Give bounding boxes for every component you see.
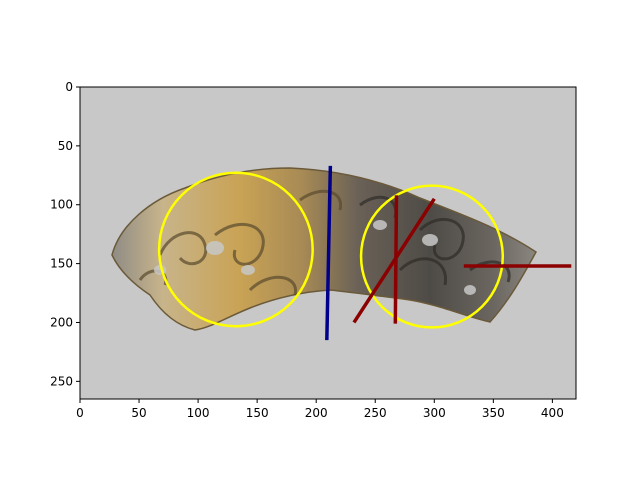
y-tick-label: 100 bbox=[50, 198, 73, 212]
x-tick-label: 350 bbox=[482, 406, 505, 420]
x-axis-ticks: 0 50 100 150 200 250 300 350 400 bbox=[76, 399, 564, 420]
y-axis-ticks: 0 50 100 150 200 250 bbox=[50, 80, 80, 388]
x-tick-label: 50 bbox=[131, 406, 146, 420]
x-tick-label: 400 bbox=[541, 406, 564, 420]
left-circle bbox=[157, 171, 314, 328]
x-tick-label: 100 bbox=[187, 406, 210, 420]
y-tick-label: 150 bbox=[50, 257, 73, 271]
right-circle bbox=[359, 184, 505, 329]
y-tick-label: 250 bbox=[50, 374, 73, 388]
red-diagonal-line bbox=[352, 197, 436, 324]
plot-area bbox=[80, 87, 576, 399]
y-tick-label: 0 bbox=[65, 80, 73, 94]
axes-frame bbox=[79, 86, 577, 400]
annotation-overlay bbox=[157, 165, 572, 341]
y-tick-label: 200 bbox=[50, 315, 73, 329]
x-tick-label: 250 bbox=[364, 406, 387, 420]
x-tick-label: 300 bbox=[423, 406, 446, 420]
blue-axis-line bbox=[325, 165, 333, 341]
x-tick-label: 0 bbox=[76, 406, 84, 420]
y-tick-label: 50 bbox=[58, 139, 73, 153]
x-tick-label: 150 bbox=[246, 406, 269, 420]
x-tick-label: 200 bbox=[305, 406, 328, 420]
